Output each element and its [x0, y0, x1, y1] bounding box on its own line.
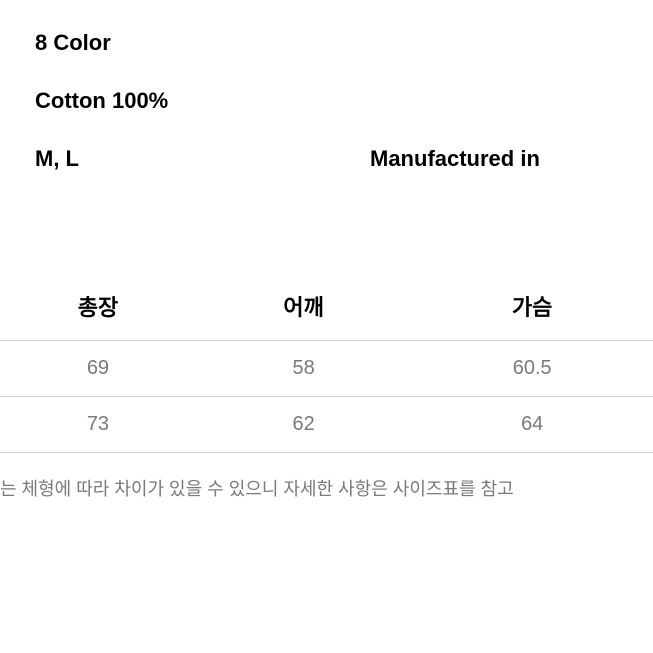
size-note: 는 체형에 따라 차이가 있을 수 있으니 자세한 사항은 사이즈표를 참고 — [0, 453, 653, 501]
cell-shoulder-l: 62 — [196, 397, 411, 453]
column-header-length: 총장 — [0, 272, 196, 341]
cell-length-l: 73 — [0, 397, 196, 453]
cell-chest-l: 64 — [411, 397, 653, 453]
table-header-row: 총장 어깨 가슴 — [0, 272, 653, 341]
column-header-chest: 가슴 — [411, 272, 653, 341]
size-table-section: 총장 어깨 가슴 69 58 60.5 73 62 64 는 체형에 따라 차이… — [0, 272, 653, 501]
sizes-label: M, L — [35, 146, 79, 172]
color-info: 8 Color — [35, 30, 653, 56]
cell-length-m: 69 — [0, 341, 196, 397]
column-header-shoulder: 어깨 — [196, 272, 411, 341]
cell-chest-m: 60.5 — [411, 341, 653, 397]
table-row: 73 62 64 — [0, 397, 653, 453]
size-table: 총장 어깨 가슴 69 58 60.5 73 62 64 — [0, 272, 653, 453]
material-info: Cotton 100% — [35, 88, 653, 114]
table-row: 69 58 60.5 — [0, 341, 653, 397]
cell-shoulder-m: 58 — [196, 341, 411, 397]
product-info-section: 8 Color Cotton 100% M, L Manufactured in — [0, 0, 653, 172]
sizes-row: M, L Manufactured in — [35, 146, 653, 172]
manufactured-label: Manufactured in — [370, 146, 540, 172]
